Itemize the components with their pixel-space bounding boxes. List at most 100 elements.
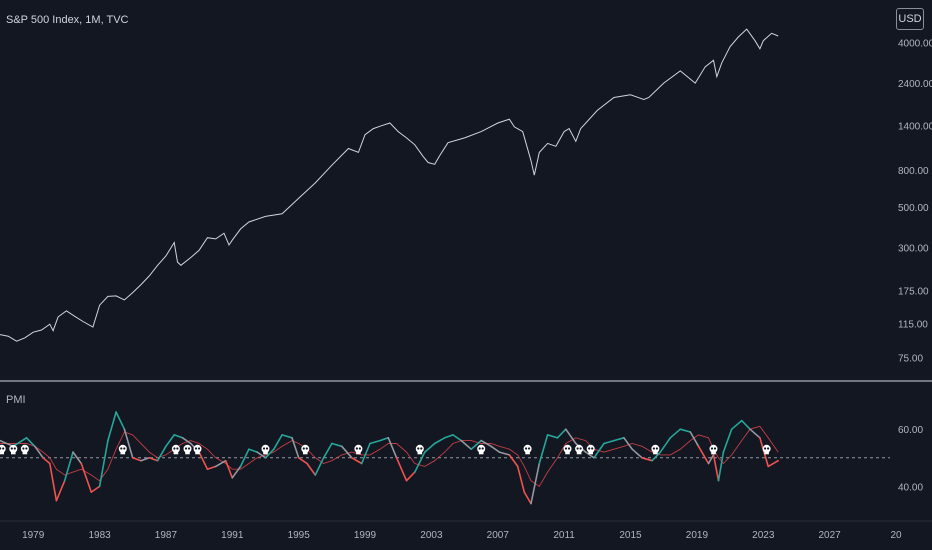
pmi-series-segment [72,451,83,465]
skull-icon [563,444,572,455]
pmi-series-segment [256,451,267,459]
pmi-series-segment [387,436,398,459]
time-axis-tick-label: 2007 [487,530,510,541]
pmi-series-segment [90,485,101,493]
time-axis-tick-label: 2011 [553,530,575,541]
pmi-series-segment [730,419,743,431]
pmi-series-segment [379,436,390,442]
time-axis-tick-label: 2023 [752,530,775,541]
chart-title: S&P 500 Index, 1M, TVC [6,14,129,26]
pmi-series-segment [460,439,473,451]
pmi-series-segment [198,451,209,471]
skull-icon [477,444,486,455]
skull-icon [20,444,29,455]
pmi-series-segment [206,465,217,471]
pmi-series-segment [538,434,549,465]
time-axis-tick-label: 1995 [288,530,311,541]
pmi-series-segment [717,451,725,482]
pmi-series-segment [264,448,275,459]
pmi-series-segment [291,436,300,459]
pmi-series-segment [759,436,770,468]
pmi-series-segment [659,436,672,453]
time-axis-tick-label: 1987 [155,530,178,541]
pmi-series-segment [641,456,653,462]
pmi-series-segment [115,411,126,431]
pmi-series-segment [33,445,44,459]
pmi-series-segment [107,411,117,442]
pmi-series-segment [413,451,426,473]
pmi-series-segment [248,448,259,453]
time-axis-tick-label: 20 [890,530,902,541]
pmi-series-segment [297,456,308,465]
pmi-series-segment [689,431,700,448]
price-axis-tick-label: 75.00 [898,353,923,364]
pmi-series-segment [98,439,109,488]
skull-icon [183,444,192,455]
pmi-series-segment [272,434,283,451]
price-axis-tick-label: 500.00 [898,203,929,214]
pmi-series-segment [231,465,242,479]
time-axis-tick-label: 2003 [420,530,443,541]
pmi-axis-tick-label: 40.00 [898,482,923,493]
currency-button[interactable]: USD [896,8,924,30]
pmi-series-segment [173,434,184,439]
pmi-series-segment [314,456,325,476]
price-axis-tick-label: 1400.00 [898,122,932,133]
pmi-series-segment [123,428,134,459]
pmi-series-segment [165,434,175,448]
pmi-series-segment [707,454,715,465]
price-series-line [0,28,779,342]
pmi-series-segment [584,451,595,459]
time-axis-tick-label: 1979 [22,530,45,541]
pmi-series-segment [556,428,567,439]
skull-icon [586,444,595,455]
pmi-series-segment [623,436,634,451]
pmi-series-segment [25,436,36,448]
pmi-series-segment [350,456,363,465]
price-axis-tick-label: 115.00 [898,320,928,331]
time-axis-tick-label: 2015 [619,530,642,541]
price-axis-tick-label: 175.00 [898,286,929,297]
pmi-series-segment [564,428,577,445]
pmi-series-segment [395,456,408,482]
pmi-series-segment [546,434,559,439]
pmi-series-segment [470,439,483,451]
pmi-series-segment [697,445,710,465]
pmi-series-segment [443,434,454,439]
pmi-series-segment [613,436,625,442]
skull-icon [9,444,18,455]
pmi-series-segment [131,456,142,462]
pmi-series-segment [224,459,234,479]
time-axis-tick-label: 2019 [686,530,709,541]
pmi-series-segment [508,454,519,468]
pmi-series-segment [281,434,293,439]
pmi-series-segment [712,454,720,482]
skull-icon [354,444,363,455]
pmi-series-segment [516,465,526,493]
pmi-series-segment [181,436,192,445]
skull-icon [0,444,6,455]
time-axis-tick-label: 1983 [88,530,111,541]
pmi-series-segment [749,428,761,439]
skull-icon [261,444,270,455]
pmi-series-segment [498,451,511,456]
pmi-series-segment [331,442,343,448]
pmi-series-segment [523,491,532,505]
pmi-series-segment [322,442,333,459]
pmi-moving-average-line [0,425,779,488]
skull-icon [171,444,180,455]
price-axis-tick-label: 800.00 [898,166,929,177]
skull-icon [193,444,202,455]
pmi-series-segment [306,462,317,476]
pmi-series-segment [767,459,780,468]
pmi-series-segment [156,445,167,462]
pmi-series-segment [214,459,227,468]
time-axis-tick-label: 1991 [221,530,244,541]
skull-icon [523,444,532,455]
pmi-series-segment [651,451,662,462]
pmi-series-segment [631,448,643,459]
skull-icon [575,444,584,455]
indicator-title: PMI [6,394,26,406]
